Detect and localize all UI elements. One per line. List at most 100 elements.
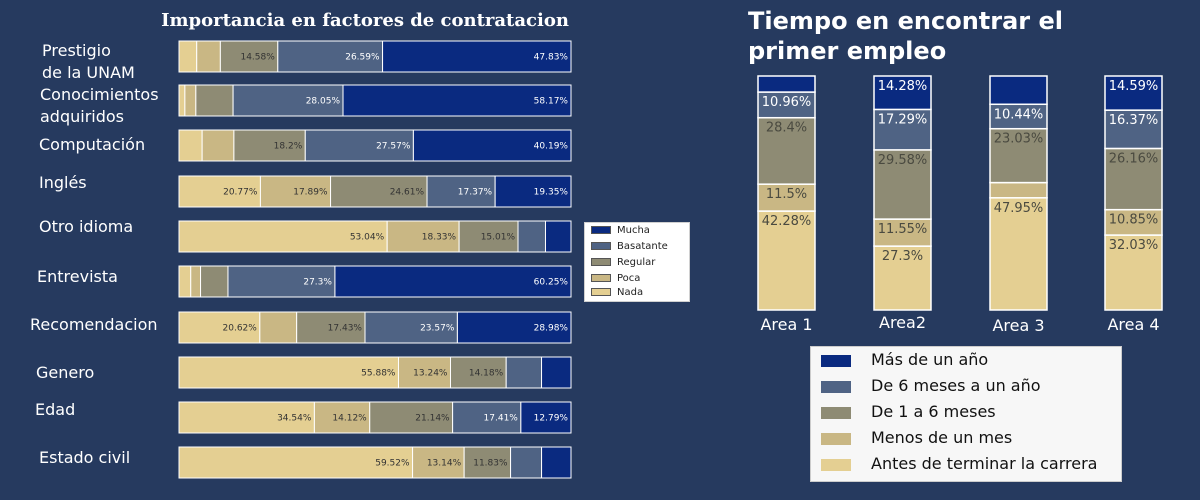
column-label: 16.37% (1109, 113, 1159, 128)
legend-swatch (591, 274, 611, 282)
column-segment (1104, 109, 1163, 150)
data-label: 59.52% (375, 459, 410, 469)
column-label: 11.5% (766, 187, 807, 202)
data-label: 20.62% (223, 324, 258, 334)
column-label: 47.95% (994, 201, 1044, 216)
column-segment (873, 75, 932, 111)
data-label: 27.57% (376, 142, 411, 152)
column-label: 29.58% (878, 153, 928, 168)
data-label: 58.17% (534, 97, 569, 107)
bar-segment (494, 175, 572, 208)
column-segment (1104, 147, 1163, 211)
data-label: 47.83% (534, 53, 569, 63)
bar-segment (178, 129, 203, 162)
bar-segment (219, 40, 279, 73)
category-label: Otro idioma (39, 217, 134, 236)
data-label: 40.19% (534, 142, 569, 152)
legend-item-1-a-6-meses: De 1 a 6 meses (821, 401, 996, 423)
legend-label: Más de un año (871, 350, 989, 369)
data-label: 12.79% (534, 414, 569, 424)
legend-swatch (821, 380, 851, 393)
bar-segment (520, 401, 572, 434)
legend-swatch (821, 432, 851, 445)
column-segment (1104, 75, 1163, 111)
bar-segment (412, 446, 465, 479)
bar-segment (190, 265, 202, 298)
data-label: 24.61% (390, 188, 425, 198)
legend-swatch (821, 406, 851, 419)
left-legend: Mucha Basatante Regular Poca Nada (584, 222, 690, 302)
column-label: 10.85% (1109, 213, 1159, 228)
legend-item-poca: Poca (591, 273, 640, 284)
legend-swatch (591, 288, 611, 296)
data-label: 14.12% (332, 414, 367, 424)
column-label: 27.3% (882, 249, 923, 264)
data-label: 17.37% (458, 188, 493, 198)
data-label: 18.33% (422, 233, 457, 243)
column-segment (873, 149, 932, 220)
legend-label: Regular (617, 257, 656, 268)
bar-segment (178, 446, 414, 479)
bar-segment (330, 175, 428, 208)
data-label: 17.43% (328, 324, 363, 334)
bar-segment (200, 265, 229, 298)
data-label: 53.04% (350, 233, 385, 243)
column-label: 14.59% (1109, 79, 1159, 94)
bar-segment (178, 401, 315, 434)
legend-item-regular: Regular (591, 257, 655, 268)
column-label: 14.28% (878, 79, 928, 94)
data-label: 17.89% (293, 188, 328, 198)
x-axis-label: Area 1 (760, 315, 812, 334)
bar-segment (178, 265, 192, 298)
left-chart-title: Importancia en factores de contratacion (161, 10, 569, 31)
data-label: 28.05% (306, 97, 341, 107)
column-segment (989, 103, 1048, 130)
data-label: 14.58% (240, 53, 275, 63)
bar-segment (277, 40, 384, 73)
bar-segment (196, 40, 221, 73)
legend-item-basatante: Basatante (591, 241, 668, 252)
data-label: 13.24% (413, 369, 448, 379)
bar-segment (544, 220, 572, 253)
bar-segment (178, 356, 399, 389)
legend-label: Basatante (617, 241, 668, 252)
bar-segment (227, 265, 336, 298)
column-segment (757, 75, 816, 93)
bar-segment (232, 84, 344, 117)
column-label: 42.28% (762, 214, 812, 229)
column-segment (989, 127, 1048, 184)
column-segment (989, 75, 1048, 106)
x-axis-label: Area 3 (992, 316, 1044, 335)
category-label: Estado civil (39, 448, 131, 467)
column-segment (757, 210, 816, 311)
bar-segment (334, 265, 572, 298)
bar-segment (541, 446, 572, 479)
bar-segment (259, 175, 332, 208)
data-label: 26.59% (345, 53, 380, 63)
bar-segment (449, 356, 507, 389)
category-label: Edad (35, 400, 76, 419)
bar-segment (178, 175, 261, 208)
column-segment (873, 245, 932, 311)
legend-item-6-meses-a-un-ano: De 6 meses a un año (821, 375, 1041, 397)
legend-item-menos-de-un-mes: Menos de un mes (821, 427, 1012, 449)
bar-segment (195, 84, 234, 117)
data-label: 28.98% (534, 324, 569, 334)
column-label: 11.55% (878, 222, 928, 237)
bar-segment (517, 220, 546, 253)
bar-segment (233, 129, 306, 162)
right-chart-title: Tiempo en encontrar el primer empleo (748, 7, 1063, 65)
data-label: 18.2% (274, 142, 303, 152)
category-label: Computación (39, 135, 146, 154)
column-label: 10.44% (994, 107, 1044, 122)
bar-segment (178, 311, 261, 344)
legend-label: Menos de un mes (871, 428, 1013, 447)
column-label: 17.29% (878, 112, 928, 127)
legend-label: Nada (617, 287, 644, 298)
bar-segment (382, 40, 572, 73)
column-label: 10.96% (762, 95, 812, 110)
column-segment (1104, 208, 1163, 236)
data-label: 34.54% (277, 414, 312, 424)
data-label: 27.3% (303, 278, 332, 288)
